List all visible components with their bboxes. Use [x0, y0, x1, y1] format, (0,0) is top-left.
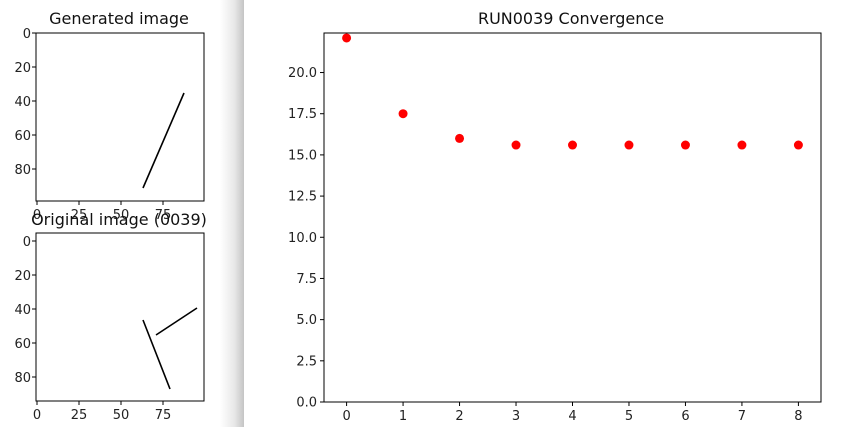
generated-x-tick: 25 — [71, 208, 88, 223]
data-point — [455, 133, 465, 143]
original-y-tick: 40 — [14, 303, 31, 318]
original-image-ticks: 0 20 40 60 80 0 25 50 75 — [14, 235, 171, 423]
data-point — [624, 140, 634, 150]
data-point — [511, 140, 521, 150]
original-x-tick: 25 — [71, 408, 88, 423]
original-image-stroke-b — [155, 307, 198, 336]
points-layer — [342, 33, 803, 150]
original-y-tick: 60 — [14, 337, 31, 352]
original-image-subplot: Original image (0039) 0 20 40 60 80 0 25 — [14, 210, 206, 423]
generated-image-subplot: Generated image 0 20 40 60 80 0 25 — [14, 9, 205, 223]
panel-splitter[interactable] — [220, 0, 246, 427]
original-y-tick: 20 — [14, 269, 31, 284]
x-tick-label: 2 — [455, 409, 463, 424]
convergence-chart: RUN0039 Convergence 0 1 2 3 4 5 6 7 8 0.0 2.5 5.0 7.… — [288, 9, 822, 424]
x-tick-label: 7 — [738, 409, 746, 424]
data-point — [568, 140, 577, 150]
generated-y-tick: 40 — [14, 95, 31, 110]
original-x-tick: 75 — [155, 408, 172, 423]
y-tick-label: 15.0 — [288, 148, 317, 163]
original-y-tick: 0 — [23, 235, 31, 250]
data-point — [398, 109, 408, 119]
y-tick-label: 20.0 — [288, 66, 317, 81]
original-x-tick: 50 — [113, 408, 130, 423]
generated-image-title: Generated image — [49, 9, 189, 28]
generated-y-tick: 60 — [14, 129, 31, 144]
generated-image-stroke — [142, 92, 185, 189]
generated-y-tick: 80 — [14, 163, 31, 178]
generated-y-tick: 20 — [14, 61, 31, 76]
x-tick-label: 8 — [794, 409, 802, 424]
chart-title: RUN0039 Convergence — [478, 9, 664, 28]
generated-y-tick: 0 — [23, 27, 31, 42]
plot-area-frame — [323, 32, 822, 403]
y-tick-label: 12.5 — [288, 190, 317, 205]
original-y-tick: 80 — [14, 371, 31, 386]
original-x-tick: 0 — [33, 408, 41, 423]
convergence-panel: RUN0039 Convergence 0 1 2 3 4 5 6 7 8 0.0 2.5 5.0 7.… — [244, 0, 848, 427]
data-point — [737, 140, 747, 150]
image-panels-svg: Generated image 0 20 40 60 80 0 25 — [14, 9, 206, 423]
axes-layer: 0 1 2 3 4 5 6 7 8 0.0 2.5 5.0 7.5 10.0 12.5 15.0 17.5 20.… — [288, 66, 803, 424]
original-image-stroke-a — [142, 319, 171, 390]
y-tick-label: 7.5 — [296, 272, 317, 287]
left-panel: Generated image 0 20 40 60 80 0 25 — [0, 0, 244, 427]
x-tick-label: 1 — [399, 409, 407, 424]
data-point — [793, 140, 803, 150]
original-image-frame — [35, 232, 205, 402]
y-tick-label: 17.5 — [288, 107, 317, 122]
data-point — [680, 140, 690, 150]
y-tick-label: 2.5 — [296, 354, 317, 369]
y-tick-label: 10.0 — [288, 231, 317, 246]
data-point — [342, 33, 352, 43]
generated-x-tick: 50 — [113, 208, 130, 223]
x-tick-label: 6 — [681, 409, 689, 424]
generated-image-ticks: 0 20 40 60 80 0 25 50 75 — [14, 27, 171, 223]
x-tick-label: 3 — [512, 409, 520, 424]
x-tick-label: 4 — [568, 409, 576, 424]
generated-image-frame — [35, 32, 205, 202]
y-tick-label: 0.0 — [296, 396, 317, 411]
y-tick-label: 5.0 — [296, 313, 317, 328]
generated-x-tick: 75 — [155, 208, 172, 223]
x-tick-label: 5 — [625, 409, 633, 424]
original-image-title: Original image (0039) — [31, 210, 207, 229]
generated-x-tick: 0 — [33, 208, 41, 223]
x-tick-label: 0 — [342, 409, 350, 424]
